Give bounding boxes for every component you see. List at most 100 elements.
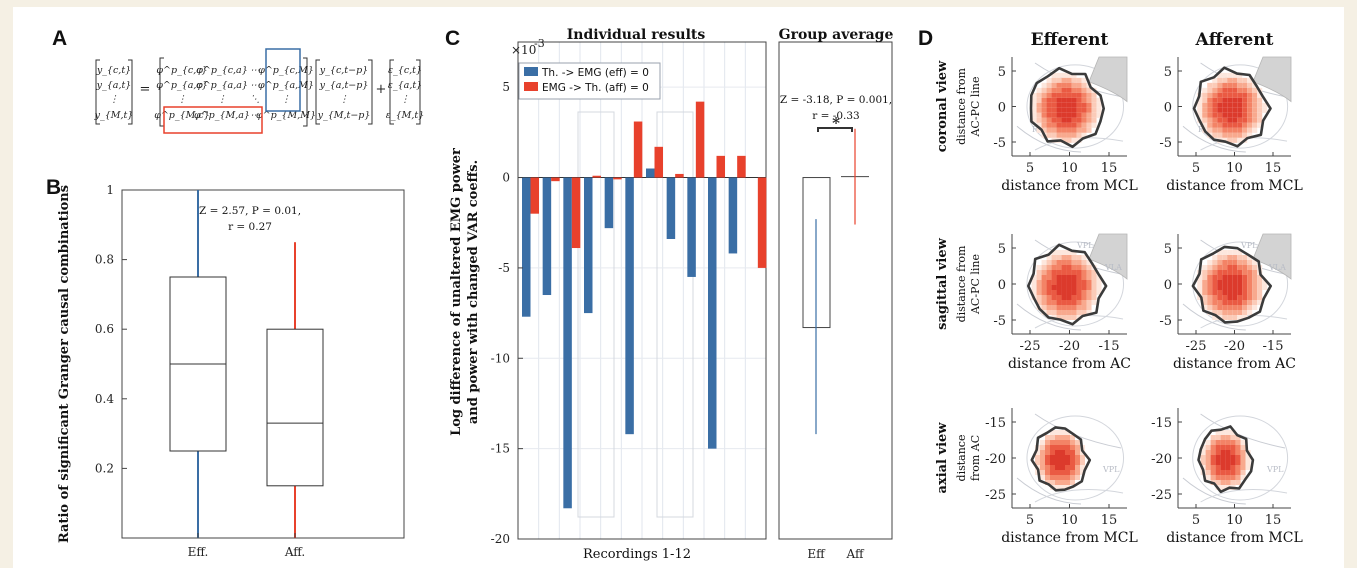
heat-cell xyxy=(1232,300,1238,305)
heat-cell xyxy=(1050,435,1055,440)
heat-cell xyxy=(1041,87,1047,93)
heat-cell xyxy=(1227,107,1233,113)
heat-cell xyxy=(1205,450,1211,455)
heat-cell xyxy=(1066,87,1072,93)
heat-cell xyxy=(1222,112,1228,118)
bar-aff-12 xyxy=(757,177,767,268)
ylabel-d-1-2: AC-PC line xyxy=(969,254,982,315)
heat-cell xyxy=(1055,440,1060,445)
heat-cell xyxy=(1055,450,1060,455)
heat-cell xyxy=(1212,127,1218,133)
heat-cell xyxy=(1217,260,1223,265)
ytick-label-c: 5 xyxy=(502,80,510,94)
bar-eff-11 xyxy=(728,177,738,254)
heat-cell xyxy=(1220,430,1226,435)
col-title-0: Efferent xyxy=(1031,30,1109,50)
heat-cell xyxy=(1056,87,1062,93)
eq-lhs-bracket-right xyxy=(128,59,133,125)
heat-cell xyxy=(1051,127,1057,133)
heat-cell xyxy=(1235,480,1241,485)
heat-cell xyxy=(1066,275,1072,280)
ytick-label-b: 0.8 xyxy=(95,253,114,267)
heat-cell xyxy=(1046,117,1052,123)
eq-noise-1: ε_{a,t} xyxy=(388,80,422,91)
heat-cell xyxy=(1232,77,1238,83)
ytick-label-b: 0.4 xyxy=(95,392,114,406)
heat-cell xyxy=(1235,470,1241,475)
heat-cell xyxy=(1232,265,1238,270)
heat-cell xyxy=(1071,285,1077,290)
eq-lhs-2: ⋮ xyxy=(109,94,119,105)
heat-cell xyxy=(1247,102,1253,108)
heat-cell xyxy=(1230,470,1236,475)
heat-cell xyxy=(1210,470,1216,475)
heat-cell xyxy=(1080,465,1085,470)
heat-cell xyxy=(1232,127,1238,133)
heat-cell xyxy=(1096,290,1102,295)
heat-cell xyxy=(1050,455,1055,460)
eq-lhs-3: y_{M,t} xyxy=(94,110,134,121)
heat-cell xyxy=(1242,285,1248,290)
heat-cell xyxy=(1061,97,1067,103)
heat-cell xyxy=(1232,117,1238,123)
heat-cell xyxy=(1242,290,1248,295)
heat-cell xyxy=(1041,280,1047,285)
heat-cell xyxy=(1055,465,1060,470)
heat-cell xyxy=(1207,280,1213,285)
heat-cell xyxy=(1242,300,1248,305)
bar-aff-9 xyxy=(695,101,705,178)
heat-cell xyxy=(1031,275,1037,280)
heat-cell xyxy=(1055,445,1060,450)
heat-cell xyxy=(1036,295,1042,300)
heat-cell xyxy=(1051,87,1057,93)
heat-cell xyxy=(1061,270,1067,275)
heat-cell xyxy=(1262,280,1268,285)
bar-aff-1 xyxy=(530,177,539,214)
heat-cell xyxy=(1050,430,1055,435)
heat-cell xyxy=(1237,315,1243,320)
heat-cell xyxy=(1215,435,1221,440)
atlas-outline xyxy=(1026,241,1125,327)
heat-cell xyxy=(1207,117,1213,123)
heat-cell xyxy=(1066,285,1072,290)
significance-contour xyxy=(1027,243,1108,326)
heat-cell xyxy=(1242,280,1248,285)
heat-cell xyxy=(1222,315,1228,320)
stat-annotation-b-1: Z = 2.57, P = 0.01, xyxy=(199,205,301,217)
heat-cell xyxy=(1247,87,1253,93)
heat-cell xyxy=(1212,270,1218,275)
heat-cell xyxy=(1071,250,1077,255)
atlas-label-vpl: VPL xyxy=(1076,241,1094,250)
heat-cell xyxy=(1065,445,1070,450)
heat-cell xyxy=(1240,440,1246,445)
heat-cell xyxy=(1060,435,1065,440)
heat-cell xyxy=(1227,285,1233,290)
bar-aff-7 xyxy=(654,146,663,178)
xtick-label-d: 10 xyxy=(1226,161,1243,176)
heat-cell xyxy=(1217,92,1223,98)
heat-cell xyxy=(1200,460,1206,465)
heat-cell xyxy=(1202,122,1208,128)
heat-cell xyxy=(1252,102,1258,108)
eq-phi-3-2: ⋯ xyxy=(250,110,260,121)
heat-cell xyxy=(1202,275,1208,280)
heat-cell xyxy=(1200,445,1206,450)
heat-cell xyxy=(1230,435,1236,440)
heat-cell xyxy=(1237,117,1243,123)
ytick-label-d: -5 xyxy=(993,314,1006,329)
eq-phi-1-2: ⋯ xyxy=(250,80,260,91)
heat-cell xyxy=(1247,255,1253,260)
atlas-outline xyxy=(1016,477,1082,505)
atlas-label-vpl: VPL xyxy=(1102,465,1120,474)
heat-cell xyxy=(1051,250,1057,255)
eq-phi-bracket-right xyxy=(303,57,308,127)
xtick-label-d: 5 xyxy=(1026,161,1034,176)
eq-lag-1: y_{a,t−p} xyxy=(319,80,369,91)
heat-cell xyxy=(1066,310,1072,315)
heat-cell xyxy=(1060,475,1065,480)
heat-cell xyxy=(1262,107,1268,113)
heat-cell xyxy=(1071,265,1077,270)
heat-cell xyxy=(1220,445,1226,450)
heat-cell xyxy=(1215,475,1221,480)
